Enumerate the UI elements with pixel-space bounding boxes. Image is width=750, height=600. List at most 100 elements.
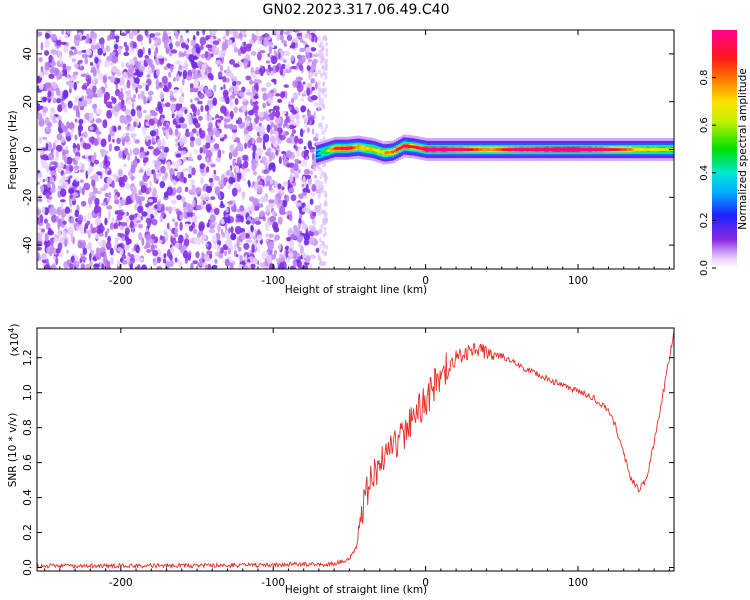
- heatmap-cell: [37, 106, 42, 110]
- heatmap-band-cell: [473, 148, 477, 151]
- heatmap-cell: [259, 67, 263, 73]
- heatmap-cell: [283, 84, 289, 88]
- heatmap-cell: [66, 65, 72, 71]
- heatmap-cell: [258, 111, 264, 118]
- heatmap-cell: [288, 106, 292, 111]
- heatmap-cell: [41, 206, 46, 214]
- heatmap-cell: [175, 124, 182, 129]
- heatmap-cell: [106, 227, 110, 234]
- heatmap-cell: [69, 50, 73, 56]
- heatmap-cell: [310, 78, 316, 84]
- heatmap-cell: [174, 160, 180, 170]
- heatmap-cell: [113, 106, 121, 112]
- heatmap-cell: [77, 59, 83, 64]
- heatmap-cell: [299, 128, 304, 138]
- heatmap-cell: [47, 90, 52, 98]
- heatmap-cell: [208, 228, 216, 234]
- heatmap-cell: [186, 203, 194, 213]
- heatmap-cell: [224, 258, 230, 267]
- heatmap-cell: [182, 168, 190, 172]
- heatmap-cell: [190, 262, 194, 269]
- heatmap-band-cell: [485, 148, 488, 151]
- heatmap-cell: [299, 64, 304, 71]
- heatmap-cell: [252, 34, 258, 42]
- heatmap-cell: [60, 188, 67, 197]
- heatmap-cell: [67, 226, 74, 236]
- heatmap-cell: [236, 218, 243, 223]
- heatmap-cell: [94, 159, 100, 165]
- heatmap-cell: [206, 158, 210, 162]
- heatmap-cell: [130, 164, 136, 174]
- heatmap-cell: [81, 35, 87, 40]
- heatmap-cell: [178, 260, 183, 268]
- heatmap-cell: [317, 106, 321, 112]
- heatmap-cell: [246, 88, 251, 93]
- heatmap-cell: [254, 229, 257, 234]
- heatmap-cell: [279, 35, 284, 41]
- heatmap-cell: [80, 200, 87, 207]
- heatmap-band-cell: [544, 148, 548, 151]
- heatmap-cell: [180, 52, 185, 58]
- heatmap-cell: [62, 220, 67, 225]
- heatmap-cell: [239, 45, 247, 54]
- heatmap-cell: [201, 236, 204, 245]
- heatmap-cell: [37, 240, 43, 245]
- heatmap-cell: [289, 173, 294, 183]
- x-tick-label: 100: [568, 275, 588, 287]
- heatmap-cell: [317, 92, 321, 98]
- heatmap-cell: [203, 193, 210, 198]
- heatmap-cell: [107, 134, 112, 143]
- heatmap-cell: [126, 79, 131, 89]
- heatmap-band-cell: [661, 148, 664, 151]
- heatmap-cell: [108, 211, 111, 220]
- heatmap-cell: [227, 185, 231, 190]
- heatmap-cell: [243, 33, 247, 38]
- heatmap-cell: [275, 30, 280, 36]
- heatmap-cell: [295, 76, 303, 82]
- heatmap-cell: [198, 221, 205, 231]
- heatmap-band-cell: [613, 148, 616, 151]
- y-tick-label: 0.4: [22, 489, 34, 506]
- heatmap-cell: [237, 49, 242, 56]
- x-tick-label: 100: [568, 577, 588, 589]
- heatmap-cell: [52, 255, 56, 260]
- heatmap-cell: [207, 66, 212, 73]
- heatmap-cell: [150, 45, 155, 50]
- heatmap-cell: [205, 203, 212, 212]
- heatmap-band-cell: [562, 148, 566, 151]
- heatmap-cell: [195, 137, 202, 146]
- heatmap-cell: [113, 125, 117, 133]
- snr-panel: -200 -100 0 100 0.0 0.2 0.4 0.6 0.8 1.0 1.2 Heigh…: [7, 324, 675, 596]
- heatmap-cell: [98, 233, 105, 237]
- heatmap-cell: [156, 173, 160, 178]
- heatmap-cell: [279, 253, 283, 259]
- heatmap-cell: [269, 135, 276, 145]
- heatmap-cell: [201, 251, 204, 261]
- heatmap-cell: [263, 162, 268, 166]
- heatmap-cell: [279, 205, 286, 215]
- snr-y-axis: 0.0 0.2 0.4 0.6 0.8 1.0 1.2: [22, 349, 674, 576]
- heatmap-band-cell: [494, 148, 497, 151]
- y-tick-label: -20: [22, 189, 34, 206]
- heatmap-cell: [118, 46, 122, 55]
- heatmap-cell: [51, 263, 57, 269]
- heatmap-cell: [162, 86, 169, 92]
- heatmap-cell: [318, 237, 322, 243]
- heatmap-cell: [179, 95, 184, 105]
- snr-x-label: Height of straight line (km): [285, 584, 427, 596]
- heatmap-cell: [189, 139, 195, 148]
- heatmap-cell: [65, 131, 71, 137]
- snr-y-scale: (x104): [7, 324, 21, 357]
- heatmap-cell: [213, 84, 217, 92]
- heatmap-cell: [79, 106, 84, 111]
- heatmap-cell: [57, 221, 61, 230]
- heatmap-cell: [48, 73, 55, 79]
- heatmap-cell: [309, 81, 313, 90]
- heatmap-cell: [51, 214, 57, 223]
- heatmap-cell: [286, 118, 291, 124]
- heatmap-band-cell: [583, 148, 586, 151]
- heatmap-cell: [37, 76, 42, 84]
- heatmap-cell: [142, 174, 149, 183]
- heatmap-cell: [96, 134, 100, 139]
- heatmap-cell: [87, 158, 90, 162]
